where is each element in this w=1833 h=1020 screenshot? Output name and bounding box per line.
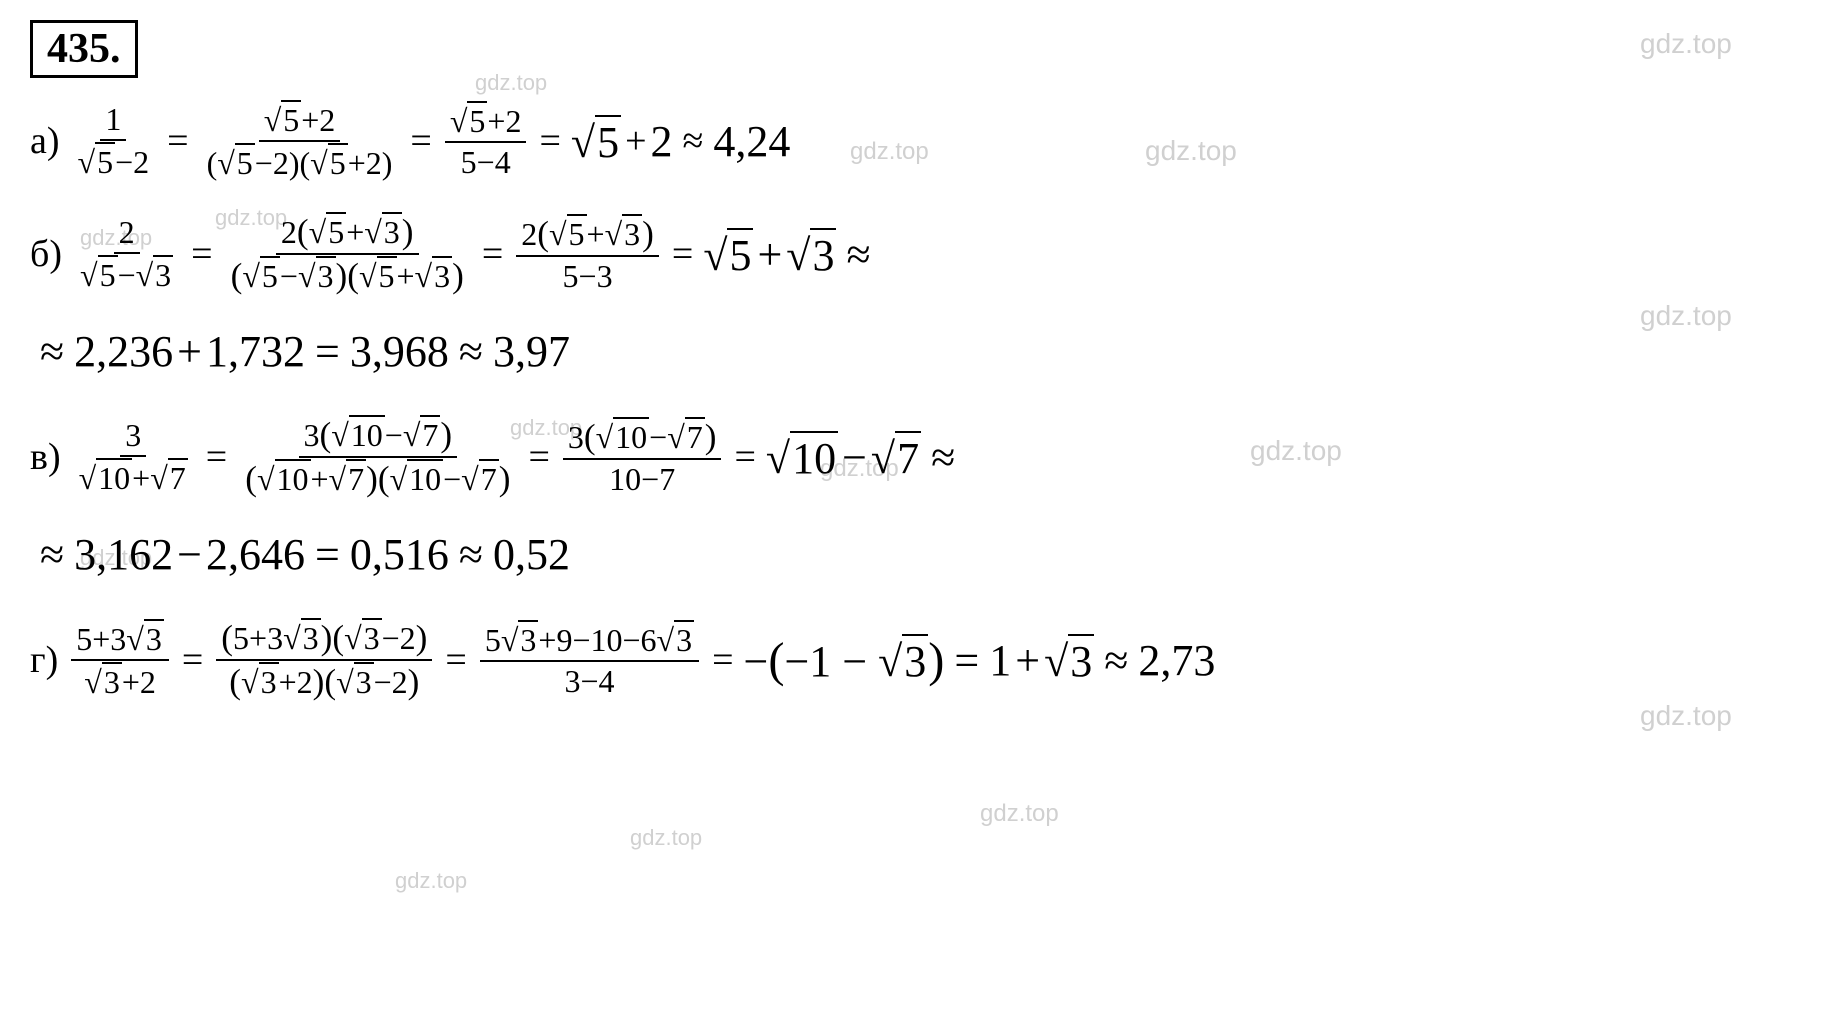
part-b-label: б) [30,232,62,276]
frac-g1: 5+33 3+2 [71,619,169,701]
part-a-label: а) [30,119,60,163]
watermark-text: gdz.top [395,868,467,894]
part-v-line2: ≈ 3,162 − 2,646 = 0,516 ≈ 0,52 [30,529,1803,580]
problem-number: 435. [30,20,138,78]
frac-a2-den: (5−2)(5+2) [202,142,398,182]
frac-a3: 5+2 5−4 [445,101,527,181]
frac-b2: 2(5+3) (5−3)(5+3) [226,212,469,296]
frac-v3: 3(10−7) 10−7 [563,417,722,498]
problem-number-text: 435. [47,26,121,72]
eq: = [167,119,188,163]
result-a-const: 2 [651,116,673,167]
result-a-sqrt: 5 [571,115,621,168]
frac-a2: 5+2 (5−2)(5+2) [202,100,398,182]
result-g-1: 1 [989,635,1011,686]
frac-a2-num: 5+2 [259,100,341,142]
watermark-text: gdz.top [630,825,702,851]
part-v-line1: в) 3 10+7 = 3(10−7) (10+7)(10−7) = 3(10−… [30,415,1803,499]
b-val-4: 3,97 [493,326,570,377]
part-b-line2: ≈ 2,236 + 1,732 = 3,968 ≈ 3,97 [30,326,1803,377]
watermark-text: gdz.top [1640,700,1732,732]
part-b-line1: б) 2 5−3 = 2(5+3) (5−3)(5+3) = 2(5+3) 5−… [30,212,1803,296]
result-b-sqrt2: 3 [786,228,836,281]
frac-v1: 3 10+7 [74,417,193,497]
frac-a1-den: 5−2 [73,141,155,181]
part-v-label: в) [30,435,61,479]
frac-a3-num: 5+2 [445,101,527,143]
frac-g2: (5+33)(3−2) (3+2)(3−2) [216,618,432,702]
result-g-neg: −(−1 − 3) [744,633,945,688]
eq: = [410,119,431,163]
part-g-line: г) 5+33 3+2 = (5+33)(3−2) (3+2)(3−2) = 5… [30,618,1803,702]
approx: ≈ [683,119,704,163]
frac-a3-den: 5−4 [456,143,516,181]
result-g-approx: 2,73 [1138,635,1215,686]
part-a-line: а) 1 5−2 = 5+2 (5−2)(5+2) = 5+2 5−4 = 5 … [30,100,1803,182]
frac-g3: 53+9−10−63 3−4 [480,620,699,700]
v-val-4: 0,52 [493,529,570,580]
result-v-sqrt2: 7 [871,431,921,484]
v-val-2: 2,646 [206,529,305,580]
result-b-sqrt1: 5 [703,228,753,281]
watermark-text: gdz.top [980,800,1059,828]
frac-b3: 2(5+3) 5−3 [516,214,659,295]
result-v-sqrt1: 10 [766,431,838,484]
frac-a1: 1 5−2 [73,101,155,181]
b-val-3: 3,968 [350,326,449,377]
v-val-3: 0,516 [350,529,449,580]
frac-a1-num: 1 [100,101,126,141]
part-g-label: г) [30,638,58,682]
result-g-sqrt2: 3 [1044,634,1094,687]
b-val-2: 1,732 [206,326,305,377]
result-a-approx: 4,24 [713,116,790,167]
eq: = [539,119,560,163]
frac-v2: 3(10−7) (10+7)(10−7) [240,415,515,499]
b-val-1: 2,236 [74,326,173,377]
v-val-1: 3,162 [74,529,173,580]
frac-b1: 2 5−3 [75,214,178,294]
